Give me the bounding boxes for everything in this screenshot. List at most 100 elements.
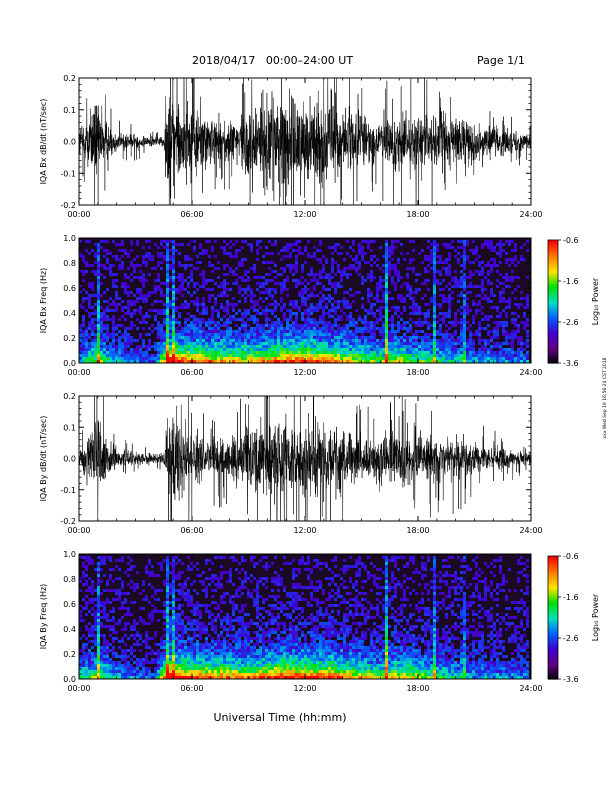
- colorbar-swatch: [548, 601, 558, 604]
- colorbar-swatch: [548, 668, 558, 672]
- y-tick-label: 0.6: [63, 600, 76, 609]
- colorbar-tick-label: -2.6: [563, 318, 579, 327]
- colorbar-swatch: [548, 260, 558, 264]
- colorbar-swatch: [548, 623, 558, 627]
- colorbar-swatch: [548, 609, 558, 612]
- colorbar-swatch: [548, 305, 558, 309]
- colorbar-swatch: [548, 258, 558, 262]
- colorbar-swatch: [548, 670, 558, 674]
- colorbar-swatch: [548, 262, 558, 266]
- x-tick-label: 06:00: [180, 684, 203, 693]
- colorbar-swatch: [548, 281, 558, 284]
- colorbar-swatch: [548, 330, 558, 333]
- y-axis-label: IQA By Freq (Hz): [39, 584, 48, 650]
- colorbar-swatch: [548, 332, 558, 335]
- colorbar-swatch: [548, 356, 558, 360]
- colorbar-swatch: [548, 322, 558, 325]
- colorbar-swatch: [548, 291, 558, 294]
- y-tick-label: 0.2: [63, 334, 76, 343]
- spectrogram-cells-by_spectrogram: [79, 556, 529, 679]
- x-tick-label: 12:00: [293, 210, 316, 219]
- colorbar-swatch: [548, 631, 558, 635]
- colorbar-swatch: [548, 664, 558, 668]
- colorbar-swatch: [548, 242, 558, 245]
- colorbar-swatch: [548, 246, 558, 249]
- colorbar-swatch: [548, 293, 558, 296]
- y-tick-label: -0.2: [60, 201, 76, 210]
- y-tick-label: 0.8: [63, 259, 76, 268]
- colorbar-swatch: [548, 297, 558, 301]
- colorbar-swatch: [548, 266, 558, 270]
- y-axis-label: IQA Bx Freq (Hz): [39, 268, 48, 334]
- colorbar-swatch: [548, 272, 558, 276]
- x-tick-label: 24:00: [519, 526, 542, 535]
- y-tick-label: 0.8: [63, 575, 76, 584]
- colorbar-tick-label: -1.6: [563, 277, 579, 286]
- colorbar-swatch: [548, 348, 558, 352]
- colorbar-swatch: [548, 648, 558, 651]
- x-tick-label: 12:00: [293, 526, 316, 535]
- colorbar-swatch: [548, 633, 558, 637]
- x-tick-label: 24:00: [519, 368, 542, 377]
- x-tick-label: 24:00: [519, 684, 542, 693]
- colorbar-swatch: [548, 254, 558, 257]
- colorbar-swatch: [548, 621, 558, 625]
- colorbar-swatch: [548, 360, 558, 364]
- colorbar-label: Log₁₀ Power: [591, 593, 600, 641]
- colorbar-swatch: [548, 570, 558, 573]
- colorbar-swatch: [548, 594, 558, 598]
- colorbar-tick-label: -3.6: [563, 359, 579, 368]
- colorbar-swatch: [548, 638, 558, 641]
- colorbar-swatch: [548, 580, 558, 584]
- colorbar-swatch: [548, 289, 558, 292]
- colorbar-swatch: [548, 572, 558, 576]
- colorbar-tick-label: -0.6: [563, 236, 579, 245]
- colorbar-swatch: [548, 566, 558, 569]
- colorbar-swatch: [548, 672, 558, 676]
- colorbar-swatch: [548, 619, 558, 623]
- colorbar-swatch: [548, 285, 558, 288]
- colorbar-swatch: [548, 278, 558, 282]
- x-tick-label: 24:00: [519, 210, 542, 219]
- y-tick-label: 0.0: [63, 138, 76, 147]
- colorbar-swatch: [548, 313, 558, 317]
- colorbar-swatch: [548, 615, 558, 619]
- colorbar-swatch: [548, 656, 558, 660]
- colorbar-tick-label: -0.6: [563, 552, 579, 561]
- waveform-trace-bx_waveform: [79, 78, 531, 205]
- colorbar-swatch: [548, 317, 558, 321]
- colorbar-swatch: [548, 576, 558, 580]
- y-tick-label: 1.0: [63, 550, 76, 559]
- x-tick-label: 18:00: [406, 368, 429, 377]
- colorbar-swatch: [548, 578, 558, 582]
- waveform-trace-by_waveform: [79, 396, 531, 521]
- colorbar-swatch: [548, 315, 558, 319]
- colorbar-swatch: [548, 276, 558, 280]
- colorbar-swatch: [548, 617, 558, 621]
- colorbar-swatch: [548, 250, 558, 253]
- colorbar-swatch: [548, 605, 558, 608]
- colorbar-swatch: [548, 283, 558, 286]
- colorbar-swatch: [548, 599, 558, 602]
- colorbar-swatch: [548, 660, 558, 664]
- y-tick-label: 0.2: [63, 74, 76, 83]
- colorbar-swatch: [548, 340, 558, 344]
- colorbar-swatch: [548, 240, 558, 243]
- y-tick-label: -0.1: [60, 169, 76, 178]
- y-tick-label: 0.1: [63, 423, 76, 432]
- colorbar-swatch: [548, 338, 558, 342]
- colorbar-swatch: [548, 588, 558, 592]
- x-tick-label: 00:00: [67, 526, 90, 535]
- side-stamp: xxx Wed Sep 19 16:56:24 CST 2018: [602, 357, 608, 438]
- colorbar-swatch: [548, 311, 558, 315]
- colorbar-swatch: [548, 654, 558, 658]
- x-tick-label: 00:00: [67, 368, 90, 377]
- colorbar-swatch: [548, 611, 558, 614]
- y-tick-label: -0.1: [60, 486, 76, 495]
- colorbar-swatch: [548, 270, 558, 274]
- x-tick-label: 18:00: [406, 210, 429, 219]
- y-axis-label: IQA By dB/dt (nT/sec): [39, 416, 48, 502]
- colorbar-swatch: [548, 652, 558, 655]
